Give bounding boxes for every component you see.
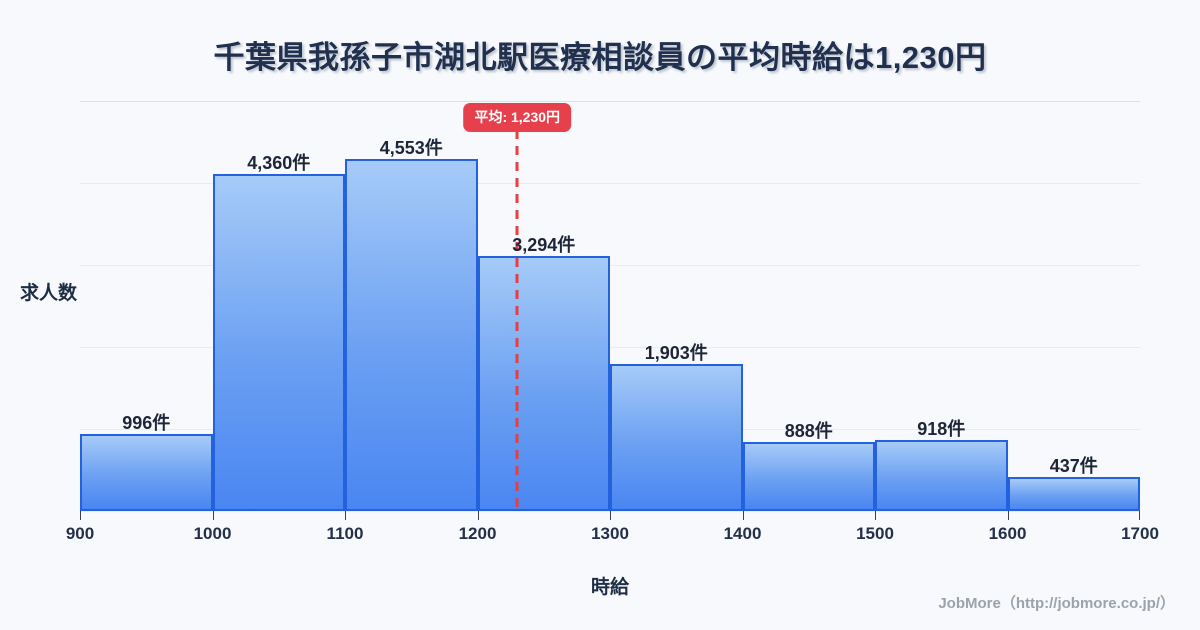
x-axis-tick-mark [1139,511,1140,520]
bar-value-label: 4,360件 [247,153,311,173]
x-axis-tick-mark [1007,511,1009,520]
bar-value-label: 918件 [917,419,966,439]
mean-value-badge: 平均: 1,230円 [463,103,572,132]
mean-dashed-line [515,130,519,511]
x-axis-tick-label: 1000 [193,524,232,543]
y-axis-title: 求人数 [20,283,78,304]
gridline [80,265,1140,266]
bar-value-label: 1,903件 [644,343,708,363]
x-axis-tick-mark [477,511,479,520]
x-axis-tick-label: 900 [65,524,95,543]
histogram-bar: 888件 [742,421,875,511]
footer-credit: JobMore（http://jobmore.co.jp/） [938,595,1175,612]
gridline [80,183,1140,184]
gridline [80,101,1140,102]
bar-value-label: 4,553件 [379,138,443,158]
histogram-bar: 4,360件 [212,153,345,511]
x-axis-tick-mark [80,511,81,520]
x-axis-tick-label: 1400 [723,524,762,543]
bar-value-label: 888件 [784,421,833,441]
x-axis-tick-mark [742,511,744,520]
bar-value-label: 996件 [122,413,171,433]
gridline [80,347,1140,348]
x-axis-tick-mark [212,511,214,520]
x-axis-tick-label: 1600 [988,524,1027,543]
x-axis-tick-mark [345,511,346,520]
x-axis-title: 時給 [590,577,629,598]
histogram-bar: 4,553件 [345,138,478,511]
bar-value-label: 3,294件 [512,235,576,255]
x-axis-tick-label: 1300 [591,524,629,543]
x-axis-tick-label: 1100 [326,524,364,543]
x-axis-tick-mark [875,511,876,520]
page-title: 千葉県我孫子市湖北駅医療相談員の平均時給は1,230円 [213,40,987,75]
histogram-bar: 437件 [1007,456,1140,511]
histogram-plot-area: 996件 4,360件 4,553件 3,294件 1,903件 888件 918件 437件… [66,101,1159,543]
bar-value-label: 437件 [1049,456,1098,476]
histogram-bar: 996件 [80,413,213,511]
histogram-bar: 3,294件 [477,235,610,511]
x-axis-tick-label: 1700 [1121,524,1159,543]
histogram-bar: 1,903件 [610,343,743,511]
x-axis-tick-label: 1500 [856,524,894,543]
histogram-bar: 918件 [875,419,1008,511]
x-axis-tick-mark [610,511,611,520]
x-axis-tick-label: 1200 [458,524,497,543]
